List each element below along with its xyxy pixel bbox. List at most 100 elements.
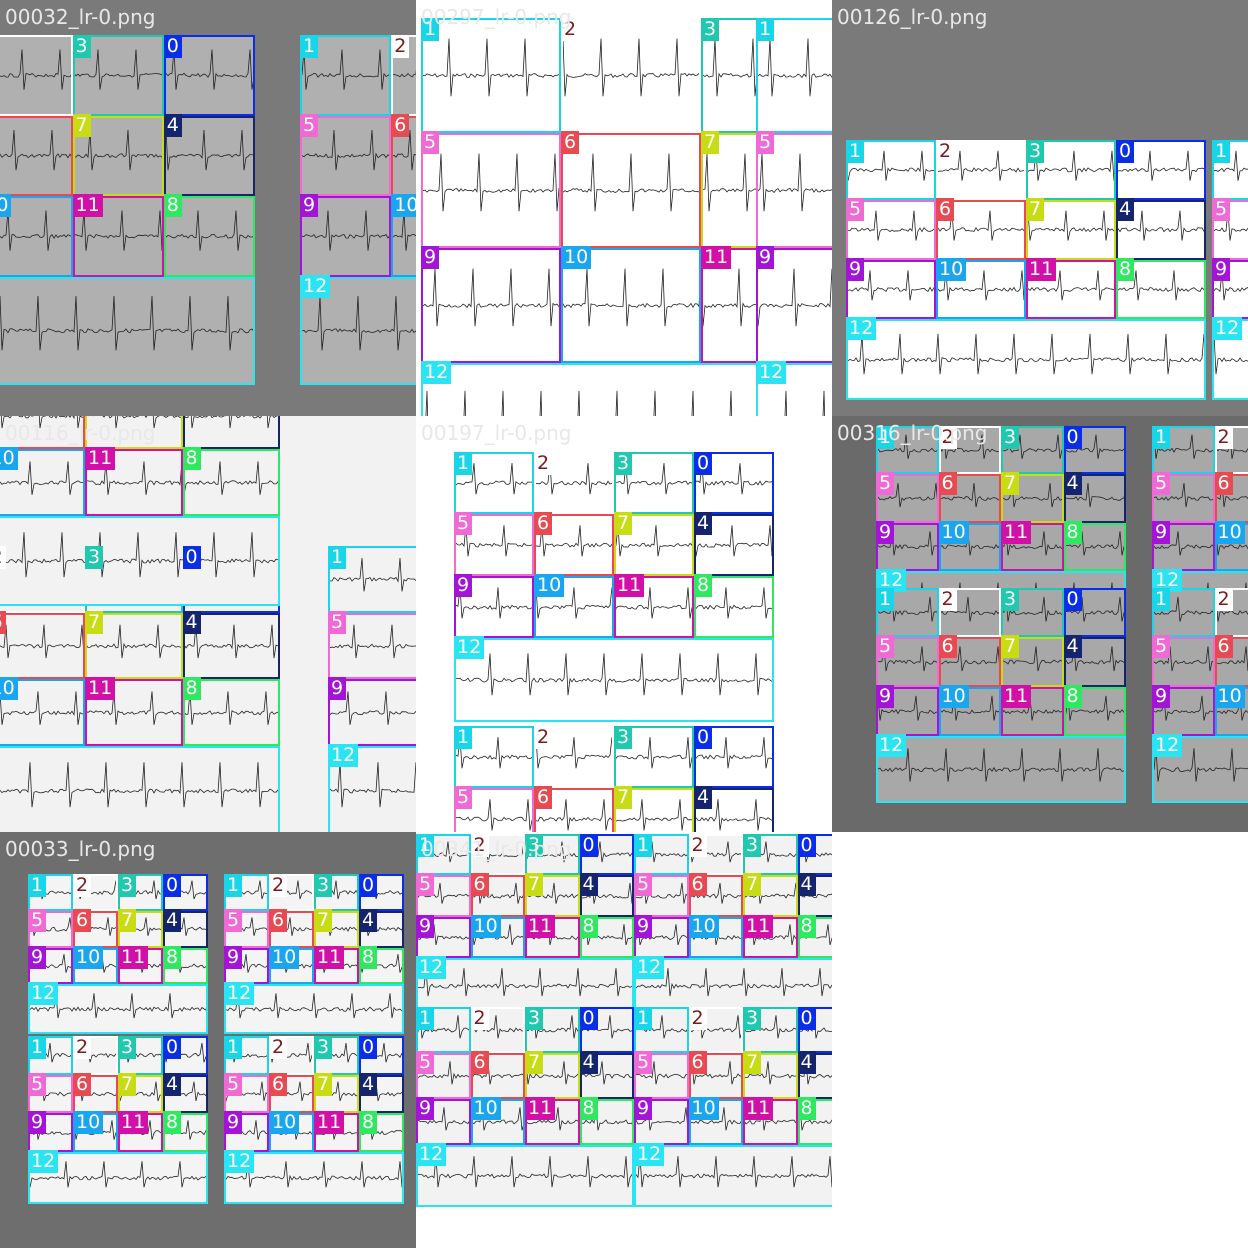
lead-box-7 (614, 514, 694, 577)
lead-label-11: 11 (743, 1097, 774, 1120)
lead-label-0: 0 (1063, 588, 1082, 611)
lead-box-12 (224, 984, 404, 1034)
mosaic-tile: 00341_lr-0.png 1 2 3 0 5 6 7 4 9 10 11 8 12 1 2 3 0 5 6 7 4 9 1… (416, 832, 832, 1248)
lead-box-12 (416, 958, 634, 1014)
lead-box-11 (1026, 259, 1116, 320)
lead-label-1: 1 (328, 546, 347, 569)
lead-label-4: 4 (797, 873, 816, 897)
lead-box-9 (846, 259, 936, 320)
lead-label-8: 8 (359, 945, 378, 969)
lead-box-8 (694, 576, 774, 639)
lead-label-2: 2 (534, 726, 553, 749)
ecg-waveform (300, 49, 416, 90)
lead-label-1: 1 (421, 18, 440, 41)
lead-label-7: 7 (314, 1072, 333, 1096)
lead-box-5 (454, 514, 534, 577)
lead-label-1: 1 (1152, 588, 1171, 611)
lead-label-2: 2 (938, 426, 957, 449)
lead-box-0 (1063, 588, 1126, 638)
lead-label-8: 8 (163, 194, 182, 217)
lead-label-6: 6 (1214, 472, 1233, 496)
lead-box-1 (300, 35, 392, 116)
lead-label-8: 8 (579, 914, 598, 938)
lead-box-10 (0, 196, 73, 277)
lead-label-10: 10 (269, 945, 300, 969)
lead-box-5 (416, 1053, 471, 1099)
lead-box-0 (163, 35, 255, 116)
lead-box-12 (0, 276, 255, 385)
lead-label-5: 5 (634, 873, 653, 897)
lead-box-8 (579, 1099, 634, 1145)
lead-box-11 (85, 679, 183, 747)
lead-box-5 (454, 788, 534, 832)
lead-label-12: 12 (1152, 734, 1183, 758)
lead-label-0: 0 (163, 1036, 182, 1059)
lead-box-10 (561, 248, 701, 363)
lead-box-9 (454, 576, 534, 639)
lead-box-1 (454, 452, 534, 515)
lead-label-7: 7 (525, 1051, 544, 1074)
lead-label-1: 1 (1152, 426, 1171, 449)
lead-box-1 (416, 1007, 471, 1053)
lead-label-11: 11 (525, 914, 556, 938)
ecg-waveform (1152, 434, 1248, 459)
ecg-waveform (454, 653, 774, 696)
lead-label-11: 11 (85, 677, 116, 701)
lead-label-8: 8 (359, 1111, 378, 1135)
lead-label-4: 4 (163, 908, 182, 932)
lead-box-10 (0, 679, 85, 747)
lead-box-12 (416, 1145, 634, 1207)
ecg-waveform (0, 762, 280, 808)
lead-box-7 (614, 788, 694, 832)
lead-label-3: 3 (525, 834, 544, 857)
mosaic-tile: 00116_lr-0.png12305674910118121230567491… (0, 416, 416, 832)
lead-label-11: 11 (85, 447, 116, 471)
lead-label-6: 6 (534, 512, 553, 536)
lead-label-10: 10 (938, 520, 969, 544)
mosaic-tile: 00033_lr-0.png 1 2 3 0 5 6 7 4 9 10 11 8 12 1 2 3 0 5 6 7 4 9 1… (0, 832, 416, 1248)
lead-box-12 (300, 276, 416, 385)
ecg-waveform (0, 416, 280, 429)
lead-label-9: 9 (28, 945, 47, 969)
tile-filename: 00116_lr-0.png (5, 421, 156, 445)
lead-label-3: 3 (118, 1036, 137, 1059)
lead-label-5: 5 (416, 873, 435, 897)
lead-label-12: 12 (416, 1143, 447, 1166)
lead-label-9: 9 (1152, 684, 1171, 708)
lead-label-3: 3 (743, 834, 762, 857)
lead-label-4: 4 (163, 113, 182, 137)
ecg-waveform (634, 968, 832, 997)
lead-box-9 (876, 686, 939, 737)
lead-box-0 (694, 452, 774, 515)
ecg-waveform (300, 295, 416, 351)
lead-label-2: 2 (1214, 588, 1233, 611)
lead-box-7 (1026, 199, 1116, 260)
mosaic-tile: 00297_lr-0.png12305674910118121230567491… (416, 0, 832, 416)
lead-label-3: 3 (314, 1036, 333, 1059)
lead-label-12: 12 (224, 982, 255, 1006)
lead-box-7 (1001, 474, 1064, 523)
lead-label-1: 1 (300, 35, 319, 58)
lead-box-2 (534, 452, 614, 515)
lead-label-4: 4 (1116, 197, 1135, 221)
lead-label-2: 2 (938, 588, 957, 611)
lead-label-5: 5 (876, 635, 895, 659)
lead-label-7: 7 (72, 113, 91, 137)
ecg-waveform (1152, 695, 1248, 721)
lead-box-9 (756, 248, 832, 363)
lead-label-0: 0 (694, 726, 713, 749)
lead-box-12 (328, 746, 416, 832)
tile-filename: 00341_lr-0.png (421, 837, 572, 861)
tile-filename: 00316_lr-0.png (837, 421, 988, 445)
lead-label-8: 8 (1063, 520, 1082, 544)
lead-label-3: 3 (525, 1007, 544, 1030)
lead-label-11: 11 (1001, 684, 1032, 708)
lead-box-0 (1116, 140, 1206, 200)
lead-label-11: 11 (72, 194, 103, 217)
lead-label-1: 1 (224, 1036, 243, 1059)
lead-label-1: 1 (28, 874, 47, 897)
lead-label-2: 2 (1214, 426, 1233, 449)
lead-label-1: 1 (634, 1007, 653, 1030)
